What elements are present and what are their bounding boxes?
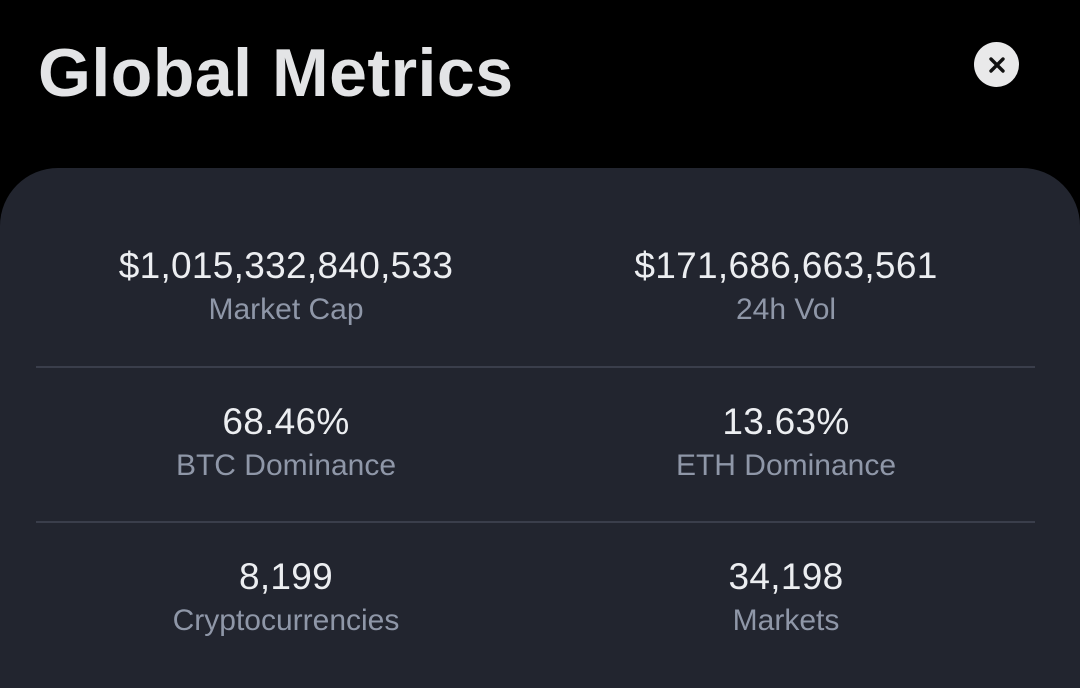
metric-value: 34,198 <box>728 556 844 597</box>
close-icon <box>988 56 1005 73</box>
metric-value: 8,199 <box>238 556 334 597</box>
metric-label: 24h Vol <box>735 293 837 326</box>
metric-value: 13.63% <box>722 401 850 442</box>
metric-value: $171,686,663,561 <box>634 245 938 286</box>
metric-label: Market Cap <box>208 293 364 326</box>
metrics-row: 68.46% BTC Dominance 13.63% ETH Dominanc… <box>0 368 1080 524</box>
metrics-row: $1,015,332,840,533 Market Cap $171,686,6… <box>0 168 1080 326</box>
divider <box>36 521 1035 523</box>
metric-label: BTC Dominance <box>175 449 397 482</box>
metric-24h-vol: $171,686,663,561 24h Vol <box>516 244 1056 328</box>
metric-value: 68.46% <box>222 401 350 442</box>
header: Global Metrics <box>0 0 1080 168</box>
metric-label: ETH Dominance <box>675 449 897 482</box>
metric-label: Cryptocurrencies <box>172 604 400 637</box>
metric-markets: 34,198 Markets <box>516 555 1056 639</box>
metric-label: Markets <box>732 604 840 637</box>
close-button[interactable] <box>974 42 1019 87</box>
page-title: Global Metrics <box>38 35 514 111</box>
metric-value: $1,015,332,840,533 <box>118 245 454 286</box>
metric-market-cap: $1,015,332,840,533 Market Cap <box>16 244 556 328</box>
divider <box>36 366 1035 368</box>
metric-cryptocurrencies: 8,199 Cryptocurrencies <box>16 555 556 639</box>
metrics-row: 8,199 Cryptocurrencies 34,198 Markets <box>0 523 1080 679</box>
metric-eth-dominance: 13.63% ETH Dominance <box>516 400 1056 484</box>
metric-btc-dominance: 68.46% BTC Dominance <box>16 400 556 484</box>
metrics-panel: $1,015,332,840,533 Market Cap $171,686,6… <box>0 168 1080 688</box>
